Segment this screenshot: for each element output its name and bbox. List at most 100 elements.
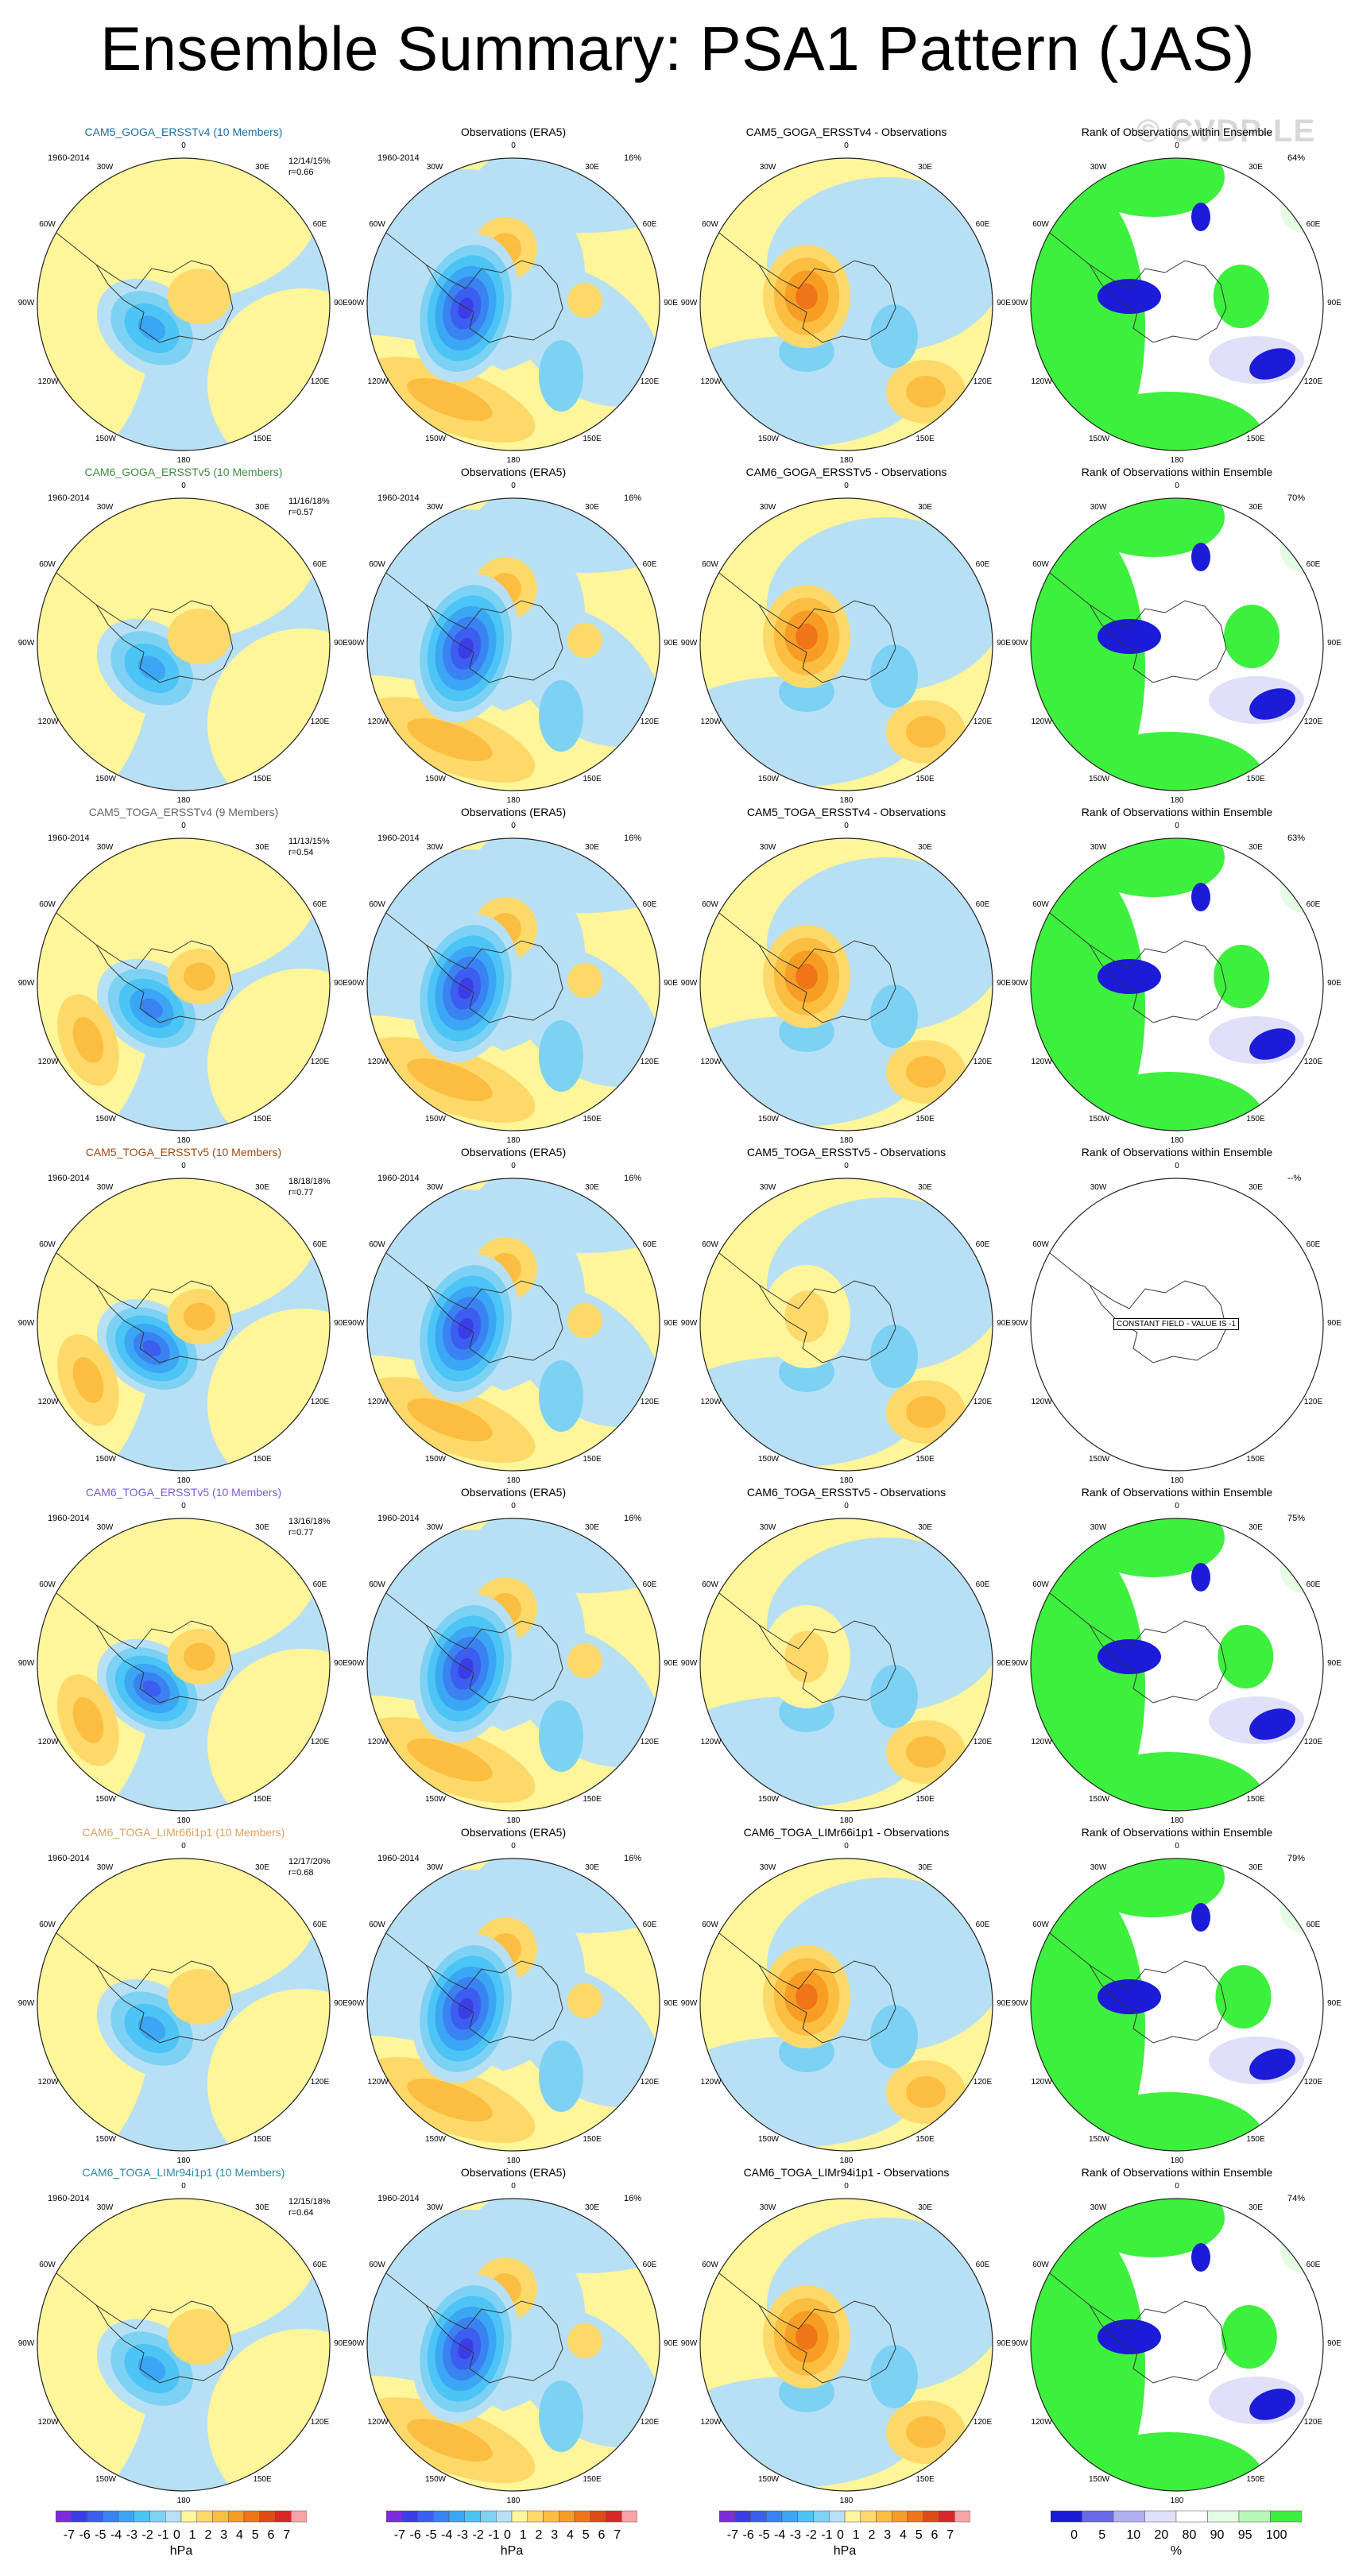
lon-label: 60W [1032, 1920, 1049, 1929]
contour-shape [567, 1643, 602, 1678]
lon-label: 150E [583, 2135, 602, 2145]
lon-label: 60W [369, 1580, 385, 1589]
lon-label: 150W [425, 775, 447, 784]
map-border [37, 837, 331, 1131]
lon-label: 60W [369, 1920, 385, 1929]
antarctica-coastline [95, 1280, 234, 1363]
colorbar-swatch [892, 2510, 908, 2523]
obs-panel-1: Observations (ERA5) 0 30E 60E 90E 120E 150E 180… [344, 126, 683, 468]
diff-panel-2-title: CAM6_GOGA_ERSSTv5 - Observations [745, 466, 947, 478]
lon-label: 90W [17, 639, 35, 648]
diff-panel-3: CAM5_TOGA_ERSSTv4 - Observations 0 30E 60E 9… [677, 806, 1016, 1148]
lon-label: 180 [1170, 2156, 1184, 2165]
lon-label: 0 [511, 482, 516, 490]
lon-label: 0 [181, 822, 186, 830]
rank-panel-5: Rank of Observations within Ensemble 0 30E… [1008, 1486, 1346, 1828]
contour-shape [906, 1056, 946, 1088]
stats-values: 11/13/15% [288, 837, 330, 846]
lon-label: 30E [918, 1862, 932, 1872]
lon-label: 30W [759, 1862, 776, 1872]
lon-label: 120E [973, 377, 993, 386]
rank-region [1098, 1639, 1161, 1674]
lon-label: 60E [312, 1240, 327, 1249]
lon-label: 0 [1175, 141, 1179, 150]
lon-label: 120W [367, 1738, 389, 1746]
colorbar-tick-label: 7 [283, 2528, 291, 2542]
contour-shape [784, 1630, 829, 1683]
colorbar-tick-label: 10 [1126, 2528, 1141, 2542]
lon-label: 30W [426, 842, 443, 852]
contour-shape [870, 2005, 918, 2068]
lon-label: 60E [975, 1580, 990, 1589]
map-border [37, 157, 331, 451]
colorbar-tick-label: 0 [837, 2528, 844, 2542]
lon-label: 150E [253, 435, 272, 444]
lon-label: 60E [1306, 1240, 1321, 1249]
lon-label: 30W [426, 1522, 443, 1532]
diff-panel-2-map [699, 497, 993, 791]
lon-label: 90W [680, 1659, 698, 1668]
lon-label: 30W [759, 2203, 776, 2212]
rank-region [1249, 2388, 1295, 2420]
contour-shape [796, 1983, 818, 2010]
lon-label: 150W [1089, 1115, 1110, 1124]
map-border [366, 1858, 660, 2152]
model-panel-6: CAM6_TOGA_LIMr66i1p1 (10 Members) 0 30E 60E… [14, 1826, 353, 2168]
lon-label: 60W [702, 560, 718, 569]
lon-label: 120E [1303, 2418, 1323, 2427]
colorbar-swatch [1238, 2510, 1271, 2523]
lon-label: 150W [95, 775, 117, 784]
ensemble-stats: 12/17/20% r=0.68 [288, 1856, 331, 1878]
lon-label: 90E [997, 1319, 1011, 1328]
colorbar-swatch [228, 2510, 245, 2523]
lon-label: 150W [425, 1115, 447, 1124]
lon-label: 150W [758, 2135, 780, 2145]
lon-label: 60W [1032, 900, 1049, 909]
rank-region [1249, 2048, 1295, 2080]
diff-panel-5-title: CAM6_TOGA_ERSSTv5 - Observations [746, 1486, 947, 1499]
lon-label: 90W [347, 639, 365, 648]
lon-label: 30E [255, 1862, 269, 1872]
map-border [1030, 157, 1324, 451]
colorbar-swatch [149, 2510, 166, 2523]
lon-label: 120E [973, 2418, 993, 2427]
map-border [37, 1518, 331, 1812]
lon-label: 90W [1011, 299, 1028, 307]
contour-shape [142, 1680, 161, 1697]
contour-shape [72, 1357, 104, 1403]
contour-shape [184, 282, 215, 311]
percent-label: 74% [1287, 2194, 1306, 2203]
lon-label: 60E [975, 2261, 990, 2269]
lon-label: 120W [367, 2418, 389, 2427]
lon-label: 30E [1249, 502, 1263, 512]
contour-shape [407, 2419, 493, 2462]
lon-label: 90W [347, 1999, 365, 2008]
colorbar-swatch [590, 2510, 606, 2523]
lon-label: 60E [642, 900, 657, 909]
lon-label: 90E [664, 299, 678, 307]
map-border [1030, 837, 1324, 1131]
lon-label: 90E [334, 979, 348, 988]
lon-label: 150E [1246, 2135, 1265, 2145]
lon-label: 30W [759, 1522, 776, 1532]
lon-label: 90E [334, 1659, 348, 1668]
lon-label: 120E [973, 1738, 993, 1746]
lon-label: 60W [39, 900, 56, 909]
lon-label: 60E [312, 2261, 327, 2269]
lon-label: 30W [1090, 502, 1107, 512]
lon-label: 90E [997, 639, 1011, 648]
contour-shape [906, 1396, 946, 1428]
lon-label: 30E [255, 1522, 269, 1532]
rank-region [1213, 265, 1269, 328]
antarctica-coastline [758, 1620, 896, 1704]
contour-shape [184, 962, 215, 991]
colorbar-tick-label: -4 [441, 2528, 453, 2542]
colorbar-tick-label: -5 [425, 2528, 437, 2542]
obs-panel-5-map [366, 1518, 660, 1812]
lon-label: 0 [181, 141, 186, 150]
rank-region [1082, 838, 1225, 897]
contour-shape [137, 656, 166, 681]
rank-region [1082, 158, 1225, 217]
lon-label: 180 [176, 2156, 191, 2165]
lon-label: 120E [310, 1398, 330, 1406]
